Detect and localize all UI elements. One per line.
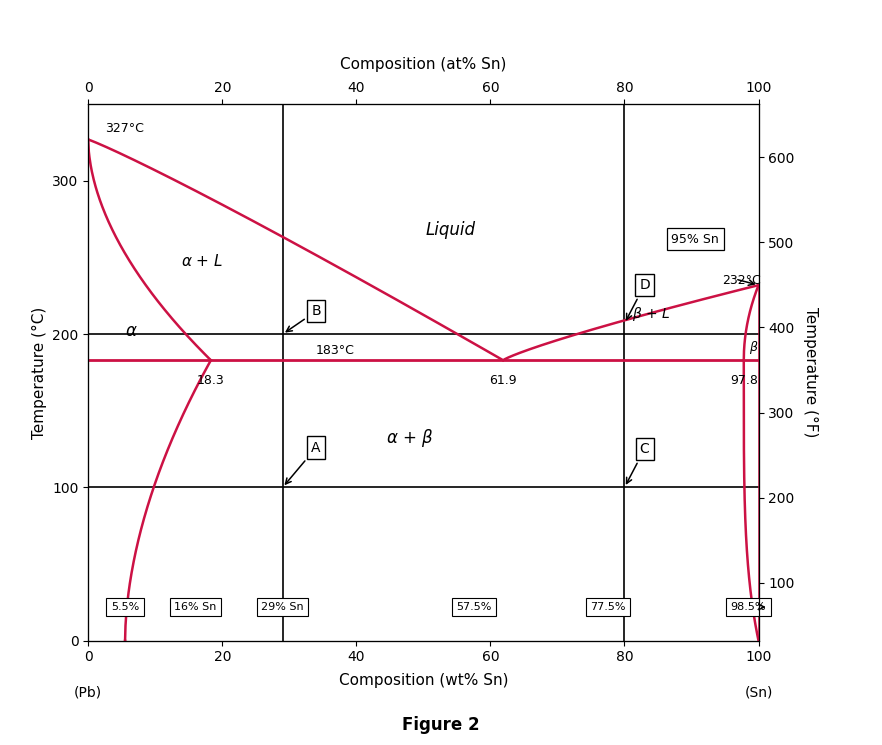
Text: 97.8: 97.8	[729, 374, 758, 387]
Text: 5.5%: 5.5%	[111, 602, 139, 612]
Text: 57.5%: 57.5%	[456, 602, 491, 612]
Text: C: C	[626, 442, 649, 484]
Text: $\alpha$ + $\beta$: $\alpha$ + $\beta$	[386, 428, 434, 449]
Text: $\beta$ + L: $\beta$ + L	[632, 305, 670, 323]
X-axis label: Composition (wt% Sn): Composition (wt% Sn)	[339, 673, 508, 688]
Text: 183°C: 183°C	[316, 344, 355, 357]
Text: $\beta$: $\beta$	[749, 340, 759, 356]
Text: 232°C: 232°C	[721, 274, 760, 287]
Text: A: A	[286, 440, 321, 484]
Y-axis label: Temperature (°F): Temperature (°F)	[803, 307, 818, 437]
Text: Liquid: Liquid	[425, 221, 475, 239]
Text: 29% Sn: 29% Sn	[261, 602, 304, 612]
Text: 95% Sn: 95% Sn	[671, 232, 719, 246]
Text: D: D	[626, 278, 650, 320]
Text: 77.5%: 77.5%	[590, 602, 625, 612]
Text: Figure 2: Figure 2	[402, 716, 480, 734]
Text: $\alpha$ + L: $\alpha$ + L	[181, 253, 223, 269]
X-axis label: Composition (at% Sn): Composition (at% Sn)	[340, 57, 506, 72]
Text: B: B	[287, 304, 321, 332]
Text: 61.9: 61.9	[490, 374, 517, 387]
Text: $\alpha$: $\alpha$	[125, 322, 138, 340]
Text: 18.3: 18.3	[197, 374, 225, 387]
Text: 98.5%: 98.5%	[730, 602, 766, 612]
Y-axis label: Temperature (°C): Temperature (°C)	[32, 306, 47, 439]
Text: 327°C: 327°C	[105, 122, 144, 135]
Text: (Pb): (Pb)	[74, 686, 102, 700]
Text: 16% Sn: 16% Sn	[175, 602, 217, 612]
Text: (Sn): (Sn)	[744, 686, 773, 700]
